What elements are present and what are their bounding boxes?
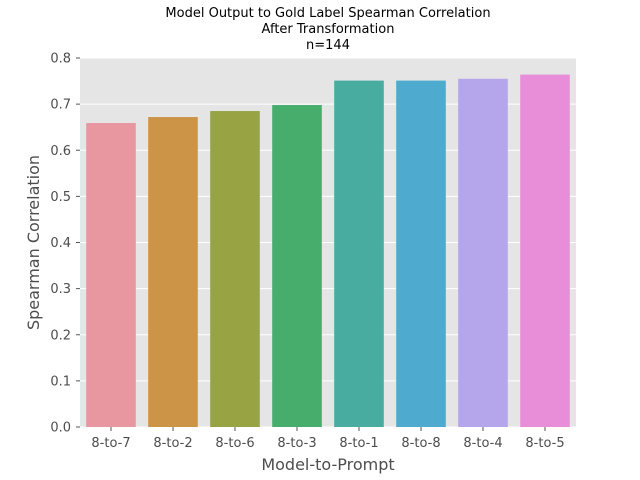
y-tick-label: 0.3 bbox=[50, 282, 71, 297]
chart-title-line-1: Model Output to Gold Label Spearman Corr… bbox=[165, 6, 490, 21]
bar-8-to-7 bbox=[86, 123, 136, 427]
bar-8-to-4 bbox=[458, 78, 508, 427]
y-tick-label: 0.4 bbox=[50, 236, 71, 251]
x-tick-label: 8-to-3 bbox=[277, 436, 316, 451]
x-tick-label: 8-to-2 bbox=[153, 436, 192, 451]
y-tick-label: 0.8 bbox=[50, 52, 71, 67]
y-axis-ticks: 0.0 0.1 0.2 0.3 0.4 0.5 0.6 0.7 0.8 bbox=[50, 52, 80, 436]
bar-8-to-3 bbox=[272, 105, 322, 428]
x-tick-label: 8-to-5 bbox=[525, 436, 564, 451]
y-axis-label: Spearman Correlation bbox=[24, 155, 43, 330]
bar-8-to-8 bbox=[396, 80, 446, 427]
x-axis-ticks: 8-to-7 8-to-2 8-to-6 8-to-3 8-to-1 8-to-8 8-to… bbox=[91, 427, 565, 451]
y-tick-label: 0.6 bbox=[50, 144, 71, 159]
x-tick-label: 8-to-4 bbox=[463, 436, 502, 451]
x-tick-label: 8-to-8 bbox=[401, 436, 440, 451]
y-tick-label: 0.5 bbox=[50, 190, 71, 205]
y-tick-label: 0.0 bbox=[50, 421, 71, 436]
chart-title-line-2: After Transformation bbox=[262, 22, 395, 37]
x-tick-label: 8-to-1 bbox=[339, 436, 378, 451]
x-tick-label: 8-to-6 bbox=[215, 436, 254, 451]
chart-title: Model Output to Gold Label Spearman Corr… bbox=[165, 6, 490, 53]
bar-8-to-6 bbox=[210, 111, 260, 427]
y-tick-label: 0.7 bbox=[50, 98, 71, 113]
y-tick-label: 0.2 bbox=[50, 328, 71, 343]
chart-title-line-3: n=144 bbox=[306, 38, 350, 53]
bar-8-to-1 bbox=[334, 80, 384, 427]
x-tick-label: 8-to-7 bbox=[91, 436, 130, 451]
x-axis-label: Model-to-Prompt bbox=[261, 455, 394, 474]
bars bbox=[86, 74, 570, 428]
y-tick-label: 0.1 bbox=[50, 374, 71, 389]
bar-8-to-2 bbox=[148, 117, 198, 427]
bar-8-to-5 bbox=[520, 74, 570, 427]
